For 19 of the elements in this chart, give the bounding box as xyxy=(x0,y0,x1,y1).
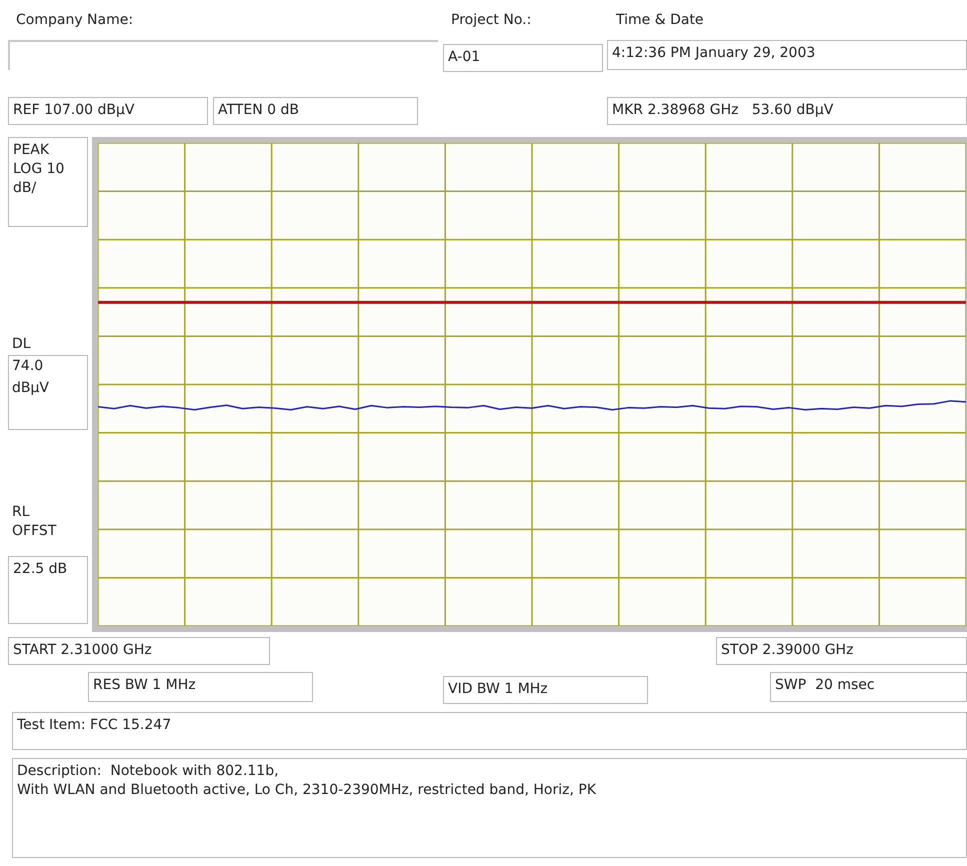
text: RL OFFST xyxy=(11,503,58,541)
text: Time & Date xyxy=(615,11,705,30)
text: STOP 2.39000 GHz xyxy=(716,637,967,665)
text: START 2.31000 GHz xyxy=(8,637,270,665)
text: DL 74.0 dBµV xyxy=(11,335,50,398)
text: Description: Notebook with 802.11b, With WLAN and Bluetooth active, Lo Ch, 2310-2390MHz, restricted band, Horiz, PK xyxy=(12,758,967,858)
text: 22.5 dB xyxy=(8,556,88,624)
text: Test Item: FCC 15.247 xyxy=(12,712,967,750)
text: A-01 xyxy=(443,44,603,72)
text: ATTEN 0 dB xyxy=(213,97,418,125)
text: 4:12:36 PM January 29, 2003 xyxy=(607,40,967,70)
text: Company Name: xyxy=(15,11,134,30)
text: MKR 2.38968 GHz 53.60 dBµV xyxy=(607,97,967,125)
text: Project No.: xyxy=(450,11,532,30)
text: PEAK LOG 10 dB/ xyxy=(8,137,88,227)
text: REF 107.00 dBµV xyxy=(8,97,208,125)
text: RES BW 1 MHz xyxy=(88,672,313,702)
text: SWP 20 msec xyxy=(770,672,967,702)
text: VID BW 1 MHz xyxy=(443,676,648,704)
